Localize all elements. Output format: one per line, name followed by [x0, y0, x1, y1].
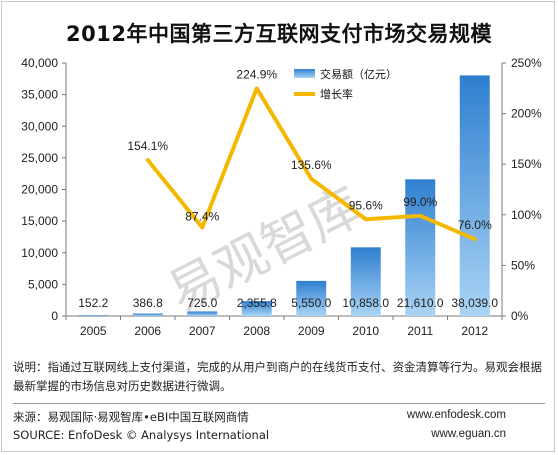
x-tick-label: 2010: [352, 324, 379, 338]
bar-value-label: 10,858.0: [342, 296, 389, 310]
line-series: 154.1% 87.4% 224.9% 135.6% 95.6% 99.0% 76.0%: [127, 67, 492, 242]
bar-value-label: 725.0: [187, 296, 217, 310]
line-point-label: 154.1%: [127, 139, 168, 153]
y-left-tick-label: 30,000: [21, 119, 58, 133]
y-left-tick-label: 5,000: [28, 277, 58, 291]
source-en: SOURCE: EnfoDesk © Analysys Internationa…: [13, 428, 270, 442]
x-tick-label: 2012: [461, 324, 488, 338]
line-point-label: 76.0%: [458, 218, 492, 232]
legend-bar-label: 交易额（亿元）: [320, 67, 397, 81]
x-tick-label: 2007: [189, 324, 216, 338]
y-left-tick-label: 0: [51, 309, 58, 323]
x-tick-label: 2011: [407, 324, 433, 338]
bar: [405, 179, 436, 316]
y-right-tick-label: 0%: [511, 309, 529, 323]
growth-line: [145, 86, 477, 242]
bar-value-label: 21,610.0: [397, 296, 444, 310]
y-left-tick-label: 25,000: [21, 151, 58, 165]
source-cn: 来源：易观国际·易观智库•eBI中国互联网商情: [13, 410, 249, 424]
chart-legend: 交易额（亿元） 增长率: [294, 67, 397, 101]
source-url-eguan: www.eguan.cn: [431, 428, 506, 440]
chart-title: 2012年中国第三方互联网支付市场交易规模: [66, 22, 492, 46]
bar-value-label: 2,355.8: [237, 296, 277, 310]
bar-value-label: 386.8: [133, 296, 163, 310]
x-tick-label: 2006: [134, 324, 161, 338]
chart-note: 说明：指通过互联网线上支付渠道，完成的从用户到商户的在线货币支付、资金清算等行为…: [13, 360, 542, 393]
y-right-tick-label: 50%: [511, 258, 535, 272]
legend-line-label: 增长率: [320, 87, 353, 101]
legend-bar-swatch: [294, 69, 315, 78]
line-point-label: 99.0%: [403, 195, 437, 209]
bar: [459, 75, 490, 317]
y-right-tick-label: 150%: [511, 157, 542, 171]
x-tick-label: 2009: [298, 324, 325, 338]
bar: [296, 280, 327, 316]
line-point-label: 95.6%: [349, 198, 383, 212]
bar: [350, 247, 381, 316]
y-left-tick-label: 15,000: [21, 214, 58, 228]
bar-value-label: 5,550.0: [291, 296, 331, 310]
y-right-tick-label: 100%: [511, 208, 542, 222]
y-right-tick-label: 200%: [511, 107, 542, 121]
line-point-label: 135.6%: [291, 158, 332, 172]
bar: [132, 313, 163, 316]
bar-value-label: 38,039.0: [451, 296, 498, 310]
bar: [78, 315, 109, 316]
source-separator: [13, 403, 545, 404]
bar: [241, 301, 272, 316]
y-left-tick-label: 10,000: [21, 246, 58, 260]
line-point-label: 87.4%: [185, 210, 219, 224]
y-left-tick-label: 40,000: [21, 56, 58, 70]
bar: [187, 311, 218, 316]
line-point-label: 224.9%: [236, 67, 277, 81]
bar-value-label: 152.2: [78, 296, 108, 310]
x-tick-label: 2005: [80, 324, 107, 338]
x-tick-label: 2008: [243, 324, 270, 338]
y-right-tick-label: 250%: [511, 56, 542, 70]
source-url-enfodesk: www.enfodesk.com: [406, 409, 506, 421]
bar-series: 152.2 386.8 725.0 2,355.8 5,550.0 10,858.0 21,…: [78, 75, 498, 317]
y-left-tick-label: 35,000: [21, 88, 58, 102]
y-left-tick-label: 20,000: [21, 183, 58, 197]
